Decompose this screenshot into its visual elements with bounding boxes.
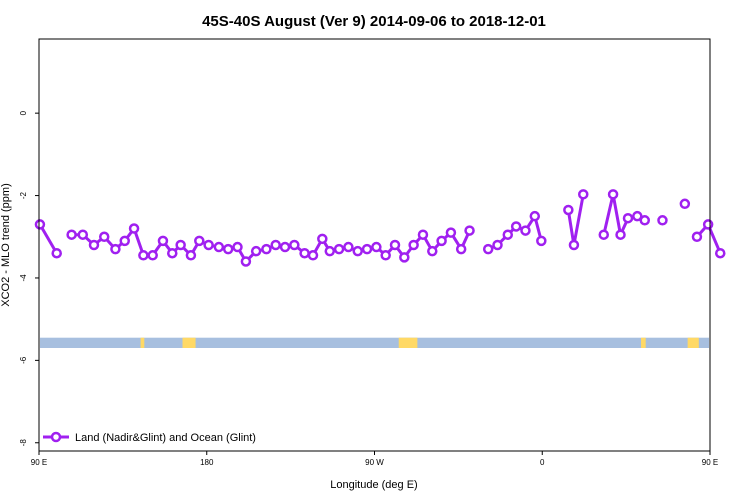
x-tick-label: 180 <box>200 458 214 467</box>
y-tick-label: 0 <box>19 110 28 115</box>
ocean-strip <box>40 337 709 348</box>
data-point <box>482 243 494 255</box>
data-point <box>389 239 401 251</box>
data-point <box>270 239 281 251</box>
data-point <box>399 252 410 263</box>
data-point <box>307 250 319 261</box>
data-point <box>232 241 243 253</box>
data-point <box>299 247 310 259</box>
legend-label: Land (Nadir&Glint) and Ocean (Glint) <box>75 432 256 444</box>
x-tick-label: 90 E <box>702 458 718 467</box>
series-layer <box>34 189 726 267</box>
y-tick-label: -6 <box>19 356 28 364</box>
data-point <box>563 204 574 216</box>
y-tick-label: -4 <box>19 274 28 282</box>
x-tick-label: 90 E <box>31 458 47 467</box>
data-point <box>455 243 467 255</box>
data-point <box>408 239 419 251</box>
data-point <box>715 247 726 259</box>
data-point <box>240 256 252 267</box>
data-point <box>502 229 514 240</box>
x-tick-label: 90 W <box>365 458 384 467</box>
data-point <box>333 243 345 255</box>
data-point <box>213 241 225 253</box>
data-point <box>536 235 547 247</box>
land-patch <box>140 337 145 348</box>
data-point <box>568 239 580 251</box>
data-point <box>464 225 475 236</box>
data-point <box>167 247 178 259</box>
data-point <box>119 235 130 247</box>
data-point <box>639 215 651 226</box>
x-axis: 90 E 180 90 W 0 90 E <box>31 451 718 467</box>
land-patch <box>182 337 196 348</box>
series-line <box>566 194 585 247</box>
data-point <box>702 219 714 230</box>
data-point <box>691 231 703 243</box>
y-axis-label: XCO2 - MLO trend (ppm) <box>0 183 12 306</box>
data-point <box>222 243 234 255</box>
data-point <box>317 233 328 245</box>
land-patch <box>398 337 418 348</box>
data-point <box>520 225 531 236</box>
data-point <box>147 250 158 261</box>
y-tick-label: -2 <box>19 191 28 199</box>
data-point <box>157 235 169 247</box>
data-point <box>371 241 382 253</box>
data-point <box>110 243 121 255</box>
x-tick-label: 0 <box>540 458 545 467</box>
data-point <box>250 245 262 257</box>
data-point <box>632 210 643 222</box>
x-axis-label: Longitude (deg E) <box>330 479 417 491</box>
data-point <box>529 210 541 222</box>
data-point <box>622 212 634 224</box>
data-point <box>77 229 89 240</box>
data-point <box>128 223 140 234</box>
data-point <box>615 229 626 240</box>
data-point <box>138 250 149 261</box>
y-axis: 0 -2 -4 -6 -8 <box>19 110 39 446</box>
data-point <box>657 215 668 226</box>
data-point <box>98 231 110 243</box>
data-point <box>352 245 363 257</box>
land-patch <box>687 337 699 348</box>
legend-marker <box>50 431 62 443</box>
data-point <box>66 229 77 240</box>
data-point <box>361 243 373 255</box>
land-ocean-band <box>40 337 709 348</box>
data-point <box>279 241 291 253</box>
data-point <box>261 243 272 255</box>
y-tick-label: -8 <box>19 439 28 447</box>
data-point <box>34 219 46 230</box>
data-point <box>427 245 438 257</box>
series-line <box>38 223 58 254</box>
data-point <box>324 245 336 257</box>
data-point <box>175 239 186 251</box>
data-point <box>607 189 619 200</box>
land-patch <box>641 337 646 348</box>
data-point <box>185 250 197 261</box>
data-point <box>510 221 522 232</box>
chart-title: 45S-40S August (Ver 9) 2014-09-06 to 201… <box>202 13 546 30</box>
data-point <box>598 229 610 240</box>
data-point <box>380 250 391 261</box>
data-point <box>343 241 354 253</box>
data-point <box>417 229 429 240</box>
data-point <box>492 239 503 251</box>
data-point <box>445 227 457 238</box>
data-point <box>578 189 589 200</box>
data-point <box>289 239 300 251</box>
legend: Land (Nadir&Glint) and Ocean (Glint) <box>43 431 256 444</box>
data-point <box>51 247 62 259</box>
data-point <box>203 239 214 251</box>
data-point <box>679 198 691 210</box>
data-point <box>88 239 100 251</box>
data-point <box>436 235 447 247</box>
data-point <box>194 235 205 247</box>
